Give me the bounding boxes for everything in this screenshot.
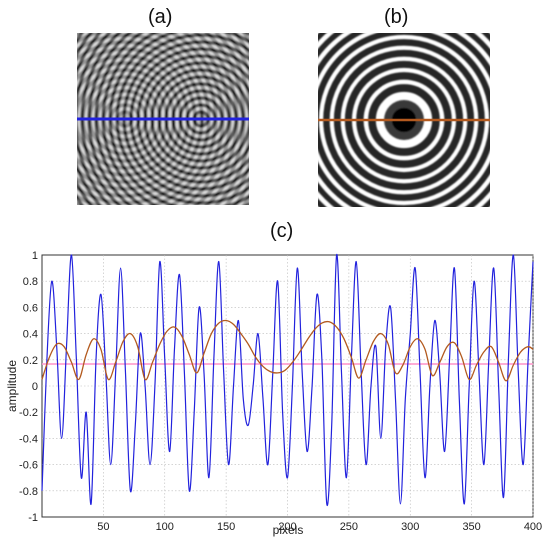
x-tick-label: 50 [97,521,109,533]
y-tick-label: 0.2 [23,355,38,367]
x-tick-label: 350 [462,521,480,533]
x-axis-label: pixels [273,523,304,537]
y-tick-label: 0.6 [23,302,38,314]
panel-b-label: (b) [384,6,409,28]
x-tick-label: 250 [340,521,358,533]
y-tick-label: -0.8 [19,486,38,498]
series-brown-line [41,319,534,382]
y-tick-label: 0.4 [23,329,38,341]
y-tick-label: 0 [32,381,38,393]
panel-a-label: (a) [148,6,173,28]
x-tick-label: 200 [278,521,296,533]
y-tick-label: 1 [32,250,38,262]
x-tick-label: 300 [401,521,419,533]
y-tick-label: -0.6 [19,460,38,472]
panel-a-image [77,33,249,205]
series-blue-line [41,254,534,507]
y-tick-label: -1 [28,512,38,524]
panel-c-chart: 50 100 150 200 250 300 350 400 -1 -0.8 -0.6 -0.4 -0.… [5,250,542,537]
y-axis-label: amplitude [5,360,19,412]
panel-b-image [318,33,490,207]
panel-c-label: (c) [270,220,294,242]
x-tick-label: 150 [217,521,235,533]
y-tick-label: -0.2 [19,407,38,419]
x-tick-label: 100 [156,521,174,533]
y-tick-label: -0.4 [19,433,38,445]
y-tick-label: 0.8 [23,276,38,288]
x-tick-label: 400 [524,521,542,533]
